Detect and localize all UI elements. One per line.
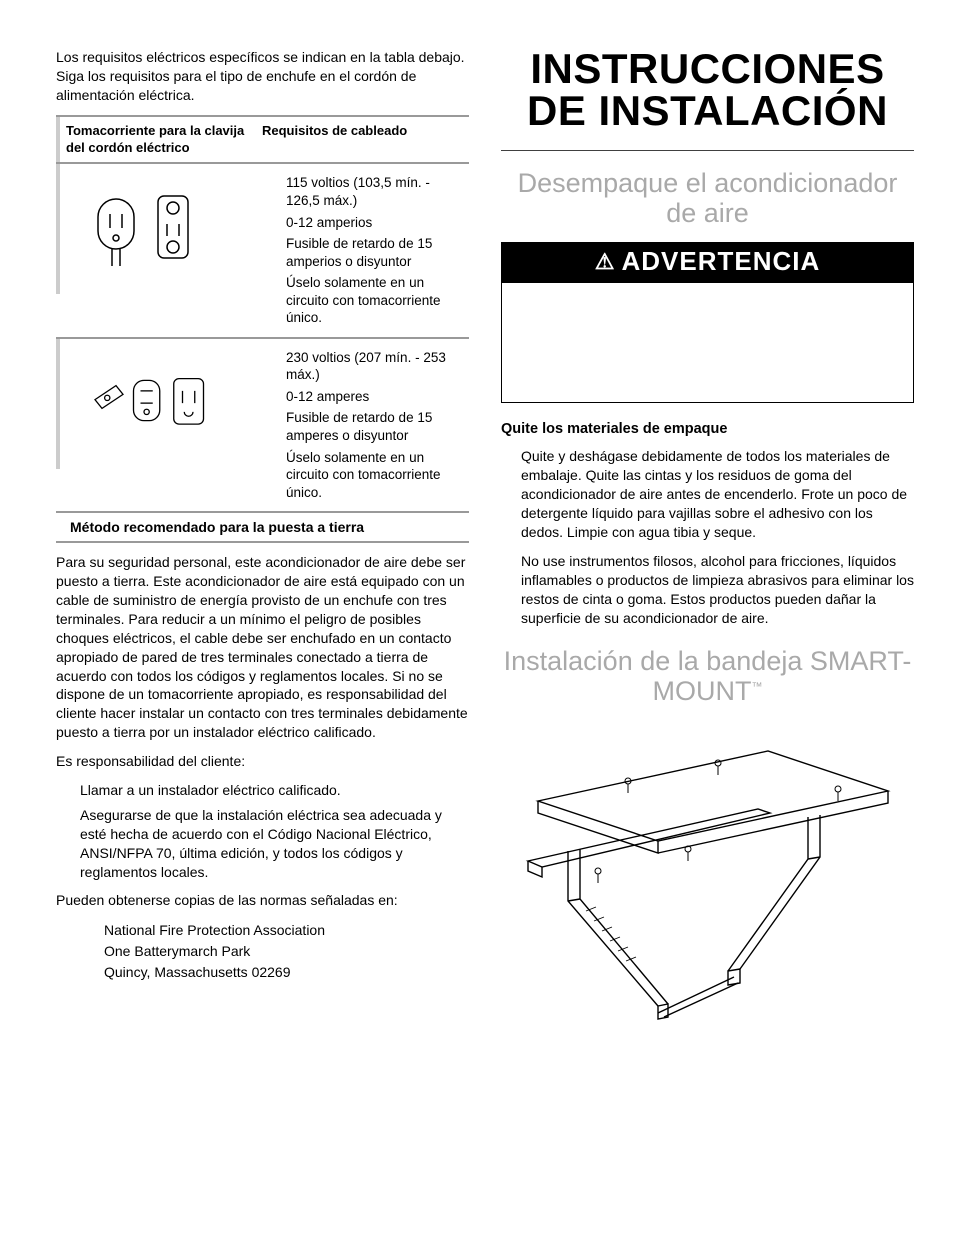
smartmount-heading-text: Instalación de la bandeja SMART-MOUNT [504, 646, 912, 706]
method-heading: Método recomendado para la puesta a tier… [56, 513, 469, 543]
packaging-paragraph: Quite y deshágase debidamente de todos l… [521, 447, 914, 541]
table-header-right: Requisitos de cableado [256, 117, 469, 163]
smartmount-bracket-icon [508, 721, 908, 1051]
copies-intro: Pueden obtenerse copias de las normas se… [56, 891, 469, 910]
table-row: 115 voltios (103,5 mín. - 126,5 máx.) 0-… [56, 164, 469, 338]
warning-triangle-icon: ⚠ [595, 249, 616, 274]
req-item: Fusible de retardo de 15 amperes o disyu… [286, 409, 463, 444]
req-item: Fusible de retardo de 15 amperios o disy… [286, 235, 463, 270]
req-item: 115 voltios (103,5 mín. - 126,5 máx.) [286, 174, 463, 209]
section-heading-smartmount: Instalación de la bandeja SMART-MOUNT™ [501, 647, 914, 706]
responsibility-intro: Es responsabilidad del cliente: [56, 752, 469, 771]
separator [501, 150, 914, 151]
warning-bar: ⚠ADVERTENCIA [501, 242, 914, 283]
plug-icon [88, 184, 228, 274]
requirements-list: 115 voltios (103,5 mín. - 126,5 máx.) 0-… [262, 174, 463, 326]
plug-diagram-230v [56, 339, 256, 469]
trademark-symbol: ™ [751, 681, 762, 693]
warning-label: ADVERTENCIA [621, 246, 820, 276]
address-line: Quincy, Massachusetts 02269 [104, 962, 469, 983]
page-title: INSTRUCCIONES DE INSTALACIÓN [501, 48, 914, 132]
address-line: One Batterymarch Park [104, 941, 469, 962]
req-item: 230 voltios (207 mín. - 253 máx.) [286, 349, 463, 384]
requirements-list: 230 voltios (207 mín. - 253 máx.) 0-12 a… [262, 349, 463, 501]
grounding-paragraph: Para su seguridad personal, este acondic… [56, 553, 469, 742]
sub-heading-packaging: Quite los materiales de empaque [501, 421, 914, 437]
warning-box [501, 283, 914, 403]
section-heading-unpack: Desempaque el acondicionador de aire [501, 169, 914, 228]
packaging-paragraph: No use instrumentos filosos, alcohol par… [521, 552, 914, 628]
plug-diagram-115v [56, 164, 256, 294]
req-item: 0-12 amperes [286, 388, 463, 406]
smartmount-figure [501, 721, 914, 1056]
req-item: 0-12 amperios [286, 214, 463, 232]
address-block: National Fire Protection Association One… [56, 920, 469, 983]
intro-paragraph: Los requisitos eléctricos específicos se… [56, 48, 469, 105]
responsibility-item: Llamar a un instalador eléctrico calific… [80, 781, 469, 800]
table-header-row: Tomacorriente para la clavija del cordón… [56, 117, 469, 165]
req-item: Úselo solamente en un circuito con tomac… [286, 274, 463, 327]
electrical-table: Tomacorriente para la clavija del cordón… [56, 115, 469, 514]
table-row: 230 voltios (207 mín. - 253 máx.) 0-12 a… [56, 339, 469, 513]
address-line: National Fire Protection Association [104, 920, 469, 941]
responsibility-item: Asegurarse de que la instalación eléctri… [80, 806, 469, 882]
req-item: Úselo solamente en un circuito con tomac… [286, 449, 463, 502]
plug-icon [88, 359, 228, 449]
table-header-left: Tomacorriente para la clavija del cordón… [56, 117, 256, 163]
